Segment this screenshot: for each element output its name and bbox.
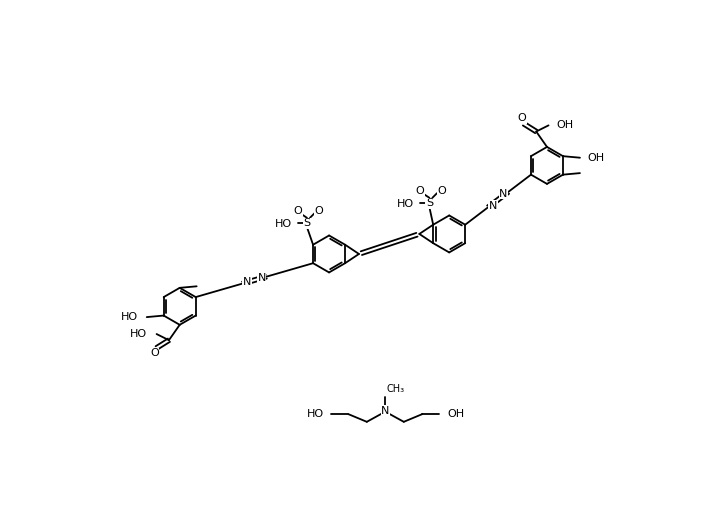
Text: OH: OH — [447, 409, 464, 419]
Text: S: S — [303, 218, 310, 228]
Text: N: N — [489, 201, 497, 211]
Text: S: S — [426, 198, 433, 208]
Text: HO: HO — [130, 329, 148, 339]
Text: N: N — [381, 406, 390, 416]
Text: HO: HO — [307, 409, 324, 419]
Text: HO: HO — [274, 219, 292, 229]
Text: OH: OH — [587, 153, 605, 163]
Text: HO: HO — [121, 312, 137, 322]
Text: OH: OH — [556, 120, 574, 130]
Text: O: O — [438, 186, 446, 196]
Text: O: O — [315, 206, 324, 216]
Text: N: N — [499, 189, 507, 199]
Text: O: O — [293, 206, 302, 216]
Text: N: N — [243, 277, 252, 287]
Text: O: O — [150, 348, 158, 358]
Text: O: O — [416, 186, 425, 196]
Text: HO: HO — [397, 199, 414, 209]
Text: CH₃: CH₃ — [386, 384, 404, 394]
Text: N: N — [257, 274, 266, 284]
Text: O: O — [517, 113, 526, 123]
